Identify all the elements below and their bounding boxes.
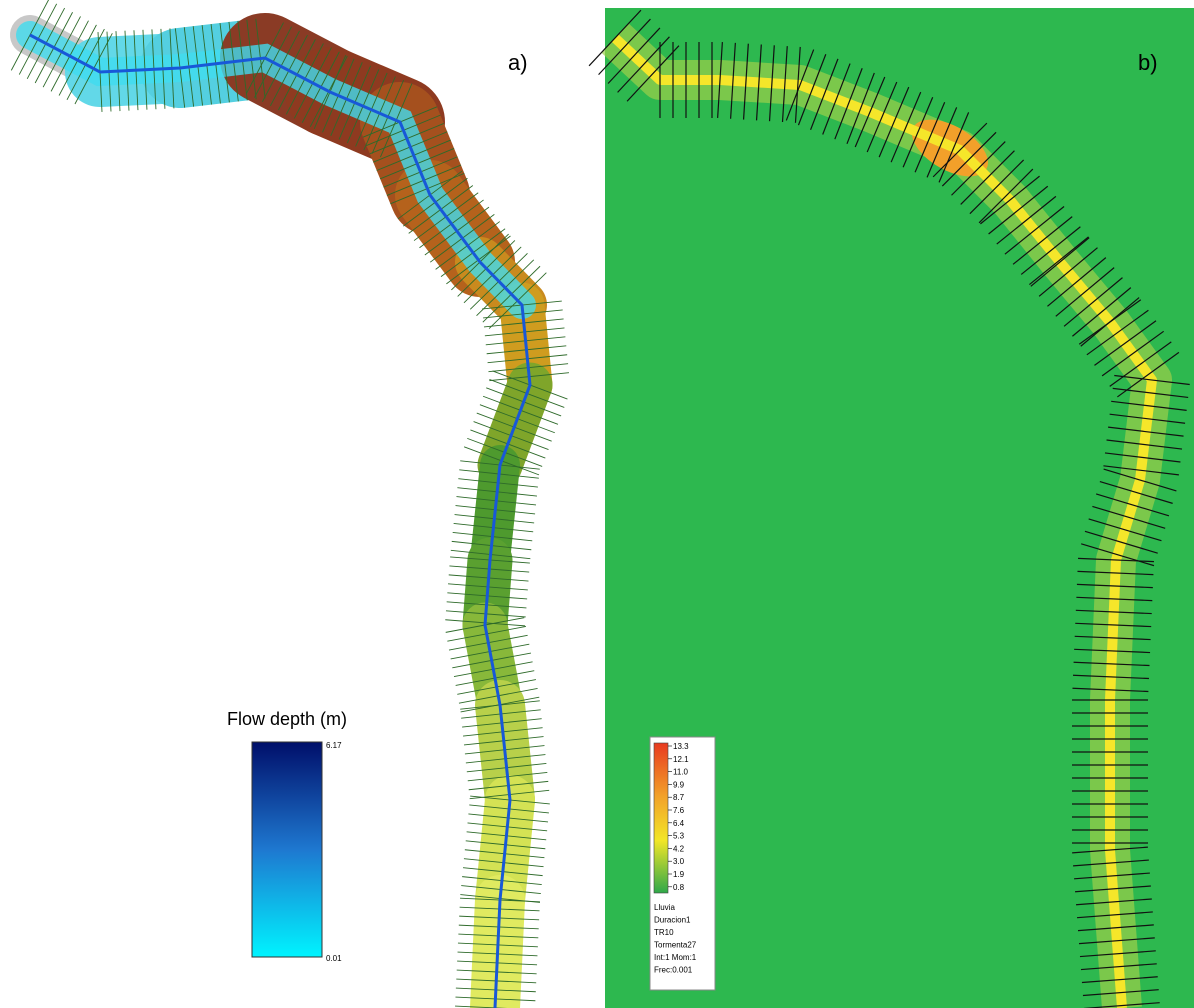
tick-label: 5.3 [673, 832, 685, 841]
legend-note: Lluvia [654, 903, 675, 912]
legend-min: 0.01 [326, 954, 342, 963]
figure: a) b) Flow depth (m) 6.17 0.01 13.3 12.1 1… [0, 0, 1194, 1008]
tick-label: 7.6 [673, 806, 685, 815]
panel-label: b) [1138, 50, 1158, 75]
legend-max: 6.17 [326, 741, 342, 750]
tick-label: 11.0 [673, 768, 689, 777]
tick-label: 8.7 [673, 793, 685, 802]
tick-label: 0.8 [673, 883, 685, 892]
color-bar [654, 743, 668, 893]
legend-note: Tormenta27 [654, 941, 697, 950]
tick-label: 13.3 [673, 742, 689, 751]
legend-note: Frec:0.001 [654, 966, 693, 975]
legend-title: Flow depth (m) [227, 709, 347, 729]
legend-note: Int:1 Mom:1 [654, 953, 697, 962]
legend-note: TR10 [654, 928, 674, 937]
legend-note: Duracion1 [654, 916, 691, 925]
tick-label: 3.0 [673, 857, 685, 866]
tick-label: 4.2 [673, 844, 685, 853]
tick-label: 1.9 [673, 870, 685, 879]
panel-label: a) [508, 50, 528, 75]
color-bar [252, 742, 322, 957]
tick-label: 12.1 [673, 755, 689, 764]
tick-label: 6.4 [673, 819, 685, 828]
tick-label: 9.9 [673, 780, 685, 789]
